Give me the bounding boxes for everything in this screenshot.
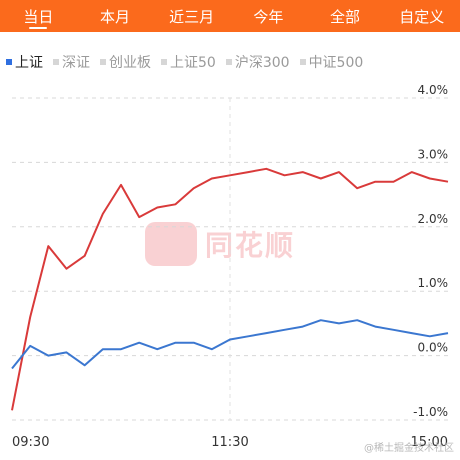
legend-item-shanghai[interactable]: 上证 <box>6 52 43 72</box>
tab-this-year[interactable]: 今年 <box>253 7 284 26</box>
y-tick-label: -1.0% <box>413 405 448 419</box>
x-tick-label: 11:30 <box>211 435 248 450</box>
legend-square-icon <box>161 59 167 65</box>
legend-label: 沪深300 <box>234 55 290 71</box>
y-tick-label: 1.0% <box>418 276 449 290</box>
watermark-badge-icon <box>145 222 197 266</box>
y-tick-label: 4.0% <box>418 83 449 97</box>
y-tick-label: 0.0% <box>418 341 449 355</box>
legend-item-shenzhen[interactable]: 深证 <box>53 52 90 72</box>
tab-custom[interactable]: 自定义 <box>399 7 445 26</box>
legend-label: 上证50 <box>170 55 216 71</box>
legend-square-icon <box>53 59 59 65</box>
y-tick-label: 2.0% <box>418 212 449 226</box>
legend-item-chinext[interactable]: 创业板 <box>100 52 151 72</box>
index-legend: 上证 深证 创业板 上证50 沪深300 中证500 <box>6 50 373 74</box>
legend-item-csi300[interactable]: 沪深300 <box>225 52 290 72</box>
legend-square-icon <box>225 59 232 65</box>
legend-label: 中证500 <box>308 55 364 71</box>
legend-square-icon <box>299 59 306 65</box>
tab-today[interactable]: 当日 <box>0 0 77 32</box>
tab-last-three-months[interactable]: 近三月 <box>169 7 215 26</box>
credit-text: @稀土掘金技术社区 <box>364 443 454 454</box>
tab-all[interactable]: 全部 <box>330 7 361 26</box>
series-line <box>11 319 449 370</box>
line-chart: 4.0% 3.0% 2.0% 1.0% 0.0% -1.0% 09:30 11:30 15:00 <box>11 83 449 450</box>
watermark-text: 同花顺 <box>205 229 296 262</box>
legend-item-csi500[interactable]: 中证500 <box>299 52 364 72</box>
legend-square-icon <box>100 59 106 65</box>
watermark-logo: 同花顺 <box>145 222 295 266</box>
period-tab-bar: 当日 本月 近三月 今年 全部 自定义 <box>0 0 460 32</box>
x-tick-label: 15:00 <box>411 435 448 450</box>
legend-label: 上证 <box>15 55 43 71</box>
legend-label: 深证 <box>62 55 90 71</box>
legend-item-sse50[interactable]: 上证50 <box>161 52 216 72</box>
series-line <box>11 167 449 411</box>
y-tick-label: 3.0% <box>418 147 449 161</box>
legend-square-icon <box>6 59 12 65</box>
legend-label: 创业板 <box>109 55 151 71</box>
x-tick-label: 09:30 <box>12 435 49 450</box>
tab-this-month[interactable]: 本月 <box>100 7 131 26</box>
